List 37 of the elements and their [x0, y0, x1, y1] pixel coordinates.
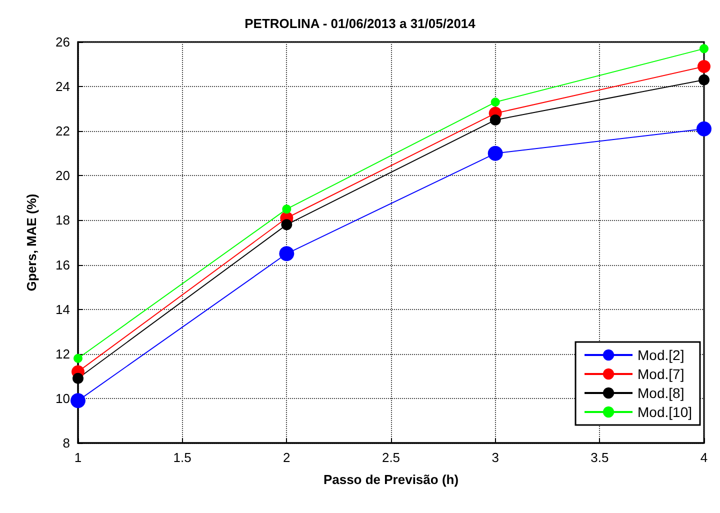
- point: [72, 372, 84, 384]
- point: [281, 219, 292, 230]
- y-tick-label: 12: [56, 346, 70, 362]
- y-tick-label: 8: [62, 436, 70, 450]
- point: [490, 98, 500, 107]
- y-tick-label: 24: [56, 79, 70, 94]
- point: [698, 60, 710, 73]
- x-tick-label: 4: [700, 450, 708, 465]
- point: [490, 114, 501, 126]
- y-tick-label: 20: [56, 168, 70, 184]
- y-tick-label: 14: [56, 302, 70, 317]
- x-axis-title: Passo de Previsão (h): [323, 472, 459, 487]
- chart-title: PETROLINA - 01/06/2013 a 31/05/2014: [244, 16, 476, 31]
- point: [698, 74, 710, 86]
- legend-label: Mod.[2]: [638, 347, 684, 363]
- y-tick-label: 18: [56, 212, 70, 228]
- x-tick-label: 3.5: [590, 450, 609, 465]
- point: [279, 246, 294, 262]
- x-tick-label: 1: [74, 450, 82, 465]
- y-axis-title: Gpers, MAE (%): [24, 194, 39, 292]
- legend-label: Mod.[8]: [638, 385, 684, 401]
- y-tick-label: 10: [56, 390, 70, 406]
- legend-label: Mod.[7]: [638, 366, 684, 382]
- legend-label: Mod.[10]: [638, 404, 692, 420]
- point: [74, 354, 82, 363]
- point: [700, 44, 708, 54]
- y-tick-label: 26: [56, 34, 70, 50]
- y-tick-label: 22: [56, 124, 70, 139]
- point: [488, 146, 503, 161]
- y-tick-label: 16: [56, 257, 70, 272]
- point: [696, 121, 712, 136]
- point: [70, 393, 86, 408]
- x-tick-label: 1.5: [173, 450, 192, 465]
- x-tick-label: 3: [492, 450, 499, 465]
- x-tick-label: 2: [283, 450, 290, 465]
- point: [282, 204, 292, 214]
- x-tick-label: 2.5: [382, 450, 400, 465]
